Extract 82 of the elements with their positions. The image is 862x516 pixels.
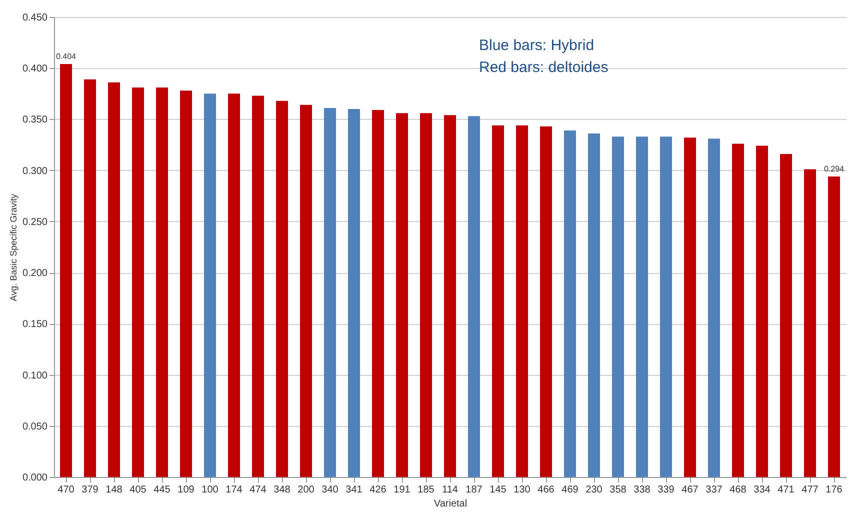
- x-tick-label: 339: [658, 484, 675, 496]
- data-label: 0.404: [56, 52, 77, 62]
- x-axis-title: Varietal: [434, 498, 468, 510]
- bar: [324, 108, 336, 477]
- bar: [108, 82, 120, 477]
- bar: [444, 115, 456, 477]
- y-tick-label: 0.450: [22, 12, 48, 24]
- bar: [372, 110, 384, 477]
- x-tick-label: 358: [610, 484, 627, 496]
- x-tick-label: 191: [394, 484, 411, 496]
- x-tick-label: 348: [274, 484, 291, 496]
- x-tick-label: 474: [250, 484, 267, 496]
- x-tick-label: 340: [322, 484, 339, 496]
- bar: [180, 90, 192, 477]
- x-tick-label: 477: [802, 484, 819, 496]
- y-tick-label: 0.250: [22, 216, 48, 228]
- x-tick-label: 467: [682, 484, 699, 496]
- bar: [60, 64, 72, 477]
- x-tick-label: 100: [202, 484, 219, 496]
- y-tick-label: 0.150: [22, 319, 48, 330]
- x-tick-label: 341: [346, 484, 363, 496]
- x-tick-label: 174: [226, 484, 243, 496]
- bar: [660, 136, 672, 477]
- bar: [588, 134, 600, 477]
- bar: [540, 126, 552, 477]
- annotation: Red bars: deltoides: [479, 59, 608, 76]
- x-tick-label: 466: [538, 484, 555, 496]
- x-tick-label: 405: [130, 484, 147, 496]
- x-tick-label: 379: [82, 484, 99, 496]
- y-tick-label: 0.200: [22, 268, 48, 280]
- bar: [708, 138, 720, 477]
- bar: [252, 96, 264, 477]
- y-tick-label: 0.400: [22, 64, 48, 75]
- bar: [84, 79, 96, 477]
- bar: [420, 113, 432, 477]
- bar: [276, 100, 288, 477]
- x-tick-label: 176: [826, 484, 843, 496]
- bar: [612, 136, 624, 477]
- y-tick-label: 0.050: [22, 421, 48, 432]
- x-tick-label: 471: [778, 484, 795, 496]
- x-tick-label: 114: [442, 484, 458, 496]
- bar: [300, 104, 312, 477]
- y-tick-label: 0.300: [22, 166, 48, 177]
- bar: [636, 136, 648, 477]
- bar: [804, 169, 816, 477]
- bar: [156, 88, 168, 477]
- bar: [732, 144, 744, 477]
- x-tick-label: 200: [298, 484, 315, 496]
- x-tick-label: 337: [706, 484, 723, 496]
- bar: [684, 138, 696, 477]
- bar: [228, 94, 240, 477]
- bar: [204, 94, 216, 477]
- y-tick-label: 0.100: [22, 370, 48, 382]
- x-tick-label: 338: [634, 484, 651, 496]
- y-tick-label: 0.350: [22, 114, 48, 126]
- bar: [348, 109, 360, 477]
- bar: [828, 176, 840, 477]
- x-tick-label: 426: [370, 484, 387, 496]
- x-tick-label: 148: [106, 484, 123, 496]
- x-tick-label: 187: [466, 484, 483, 496]
- bar: [756, 146, 768, 477]
- bar: [468, 116, 480, 477]
- bar: [492, 125, 504, 477]
- bar: [564, 130, 576, 477]
- y-tick-label: 0.000: [22, 472, 48, 484]
- bar: [132, 88, 144, 477]
- x-tick-label: 469: [562, 484, 579, 496]
- x-tick-label: 109: [178, 484, 195, 496]
- x-tick-label: 145: [490, 484, 507, 496]
- annotation: Blue bars: Hybrid: [479, 37, 594, 54]
- bar: [780, 154, 792, 477]
- x-tick-label: 334: [754, 484, 771, 496]
- x-tick-label: 468: [730, 484, 747, 496]
- bar: [396, 113, 408, 477]
- x-tick-label: 445: [154, 484, 171, 496]
- x-tick-label: 185: [418, 484, 435, 496]
- x-tick-label: 230: [586, 484, 603, 496]
- x-tick-label: 470: [58, 484, 75, 496]
- bar: [516, 125, 528, 477]
- data-label: 0.294: [824, 164, 845, 174]
- y-axis-title: Avg. Basic Specific Gravity: [8, 193, 18, 302]
- x-tick-label: 130: [514, 484, 531, 496]
